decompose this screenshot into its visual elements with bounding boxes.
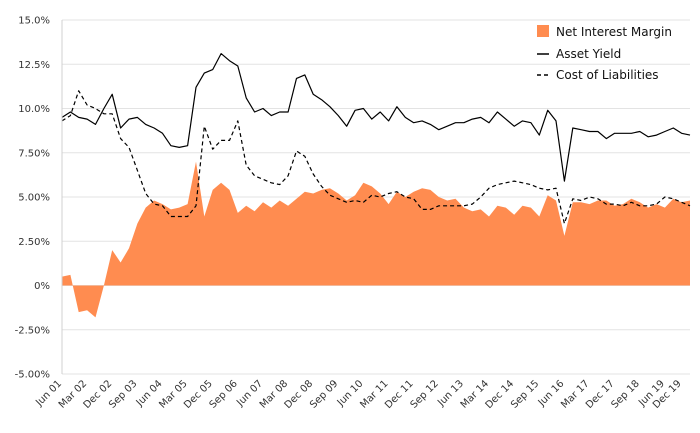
- y-tick-label: -2.50%: [15, 325, 50, 336]
- series-lines: [61, 53, 691, 225]
- series-line-cost-of-liabilities: [61, 90, 691, 225]
- y-axis: 15.0% 12.5% 10.0% 7.50% 5.00% 2.50% 0% -2.50% -5…: [15, 16, 63, 381]
- x-tick-label: Sep 06: [208, 378, 240, 410]
- x-tick-label: Sep 03: [107, 378, 139, 410]
- legend-label-asset-yield: Asset Yield: [556, 47, 621, 61]
- y-tick-label: -5.00%: [15, 370, 50, 381]
- y-tick-label: 15.0%: [18, 16, 50, 27]
- legend: Net Interest Margin Asset Yield Cost of …: [537, 25, 672, 82]
- x-tick-label: Sep 15: [509, 378, 541, 410]
- series-area-net-interest-margin: [62, 161, 690, 318]
- y-tick-label: 2.50%: [18, 237, 50, 248]
- x-tick-label: Sep 18: [610, 378, 642, 410]
- legend-swatch-nim: [537, 25, 549, 37]
- y-tick-label: 0%: [34, 281, 50, 292]
- series-line-asset-yield: [61, 53, 691, 182]
- x-tick-label: Sep 12: [409, 378, 441, 410]
- nim-area: [62, 161, 690, 318]
- legend-label-nim: Net Interest Margin: [556, 25, 672, 39]
- y-tick-label: 12.5%: [18, 60, 50, 71]
- y-tick-label: 5.00%: [18, 193, 50, 204]
- y-tick-label: 10.0%: [18, 104, 50, 115]
- y-tick-label: 7.50%: [18, 148, 50, 159]
- x-tick-label: Sep 09: [308, 378, 340, 410]
- legend-label-cost-liabilities: Cost of Liabilities: [556, 68, 659, 82]
